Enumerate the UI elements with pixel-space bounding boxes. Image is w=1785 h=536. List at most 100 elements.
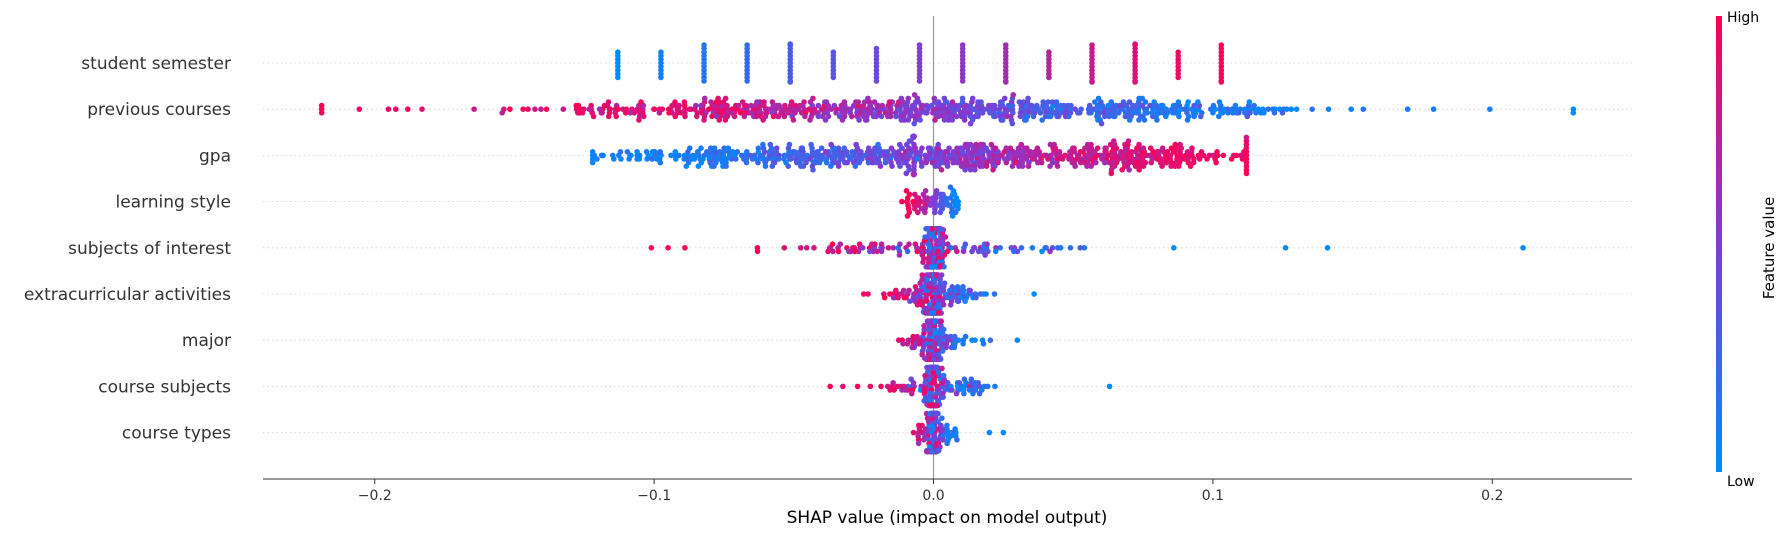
shap-point xyxy=(1107,141,1114,148)
shap-point xyxy=(961,390,967,397)
shap-point xyxy=(975,248,982,255)
shap-point xyxy=(933,188,940,194)
shap-point xyxy=(884,113,891,120)
shap-point xyxy=(1128,113,1134,120)
shap-point xyxy=(967,141,974,148)
shap-point xyxy=(909,102,916,109)
shap-point xyxy=(959,42,966,48)
shap-point xyxy=(919,422,925,429)
shap-point xyxy=(732,156,739,162)
shap-point xyxy=(877,163,884,169)
shap-point xyxy=(1251,102,1257,109)
shap-point xyxy=(1246,99,1253,105)
x-tick-label: 0.2 xyxy=(1481,488,1503,504)
shap-point xyxy=(1176,113,1182,120)
shap-point xyxy=(911,120,918,127)
shap-point xyxy=(1164,149,1171,155)
shap-point xyxy=(605,113,612,120)
shap-point xyxy=(1106,383,1113,390)
shap-point xyxy=(830,49,837,55)
shap-point xyxy=(786,141,793,148)
shap-point xyxy=(904,213,911,219)
shap-point xyxy=(590,113,597,120)
shap-point xyxy=(944,248,951,255)
shap-point xyxy=(918,163,925,169)
shap-point xyxy=(929,110,936,116)
shap-point xyxy=(952,209,959,216)
shap-point xyxy=(920,102,926,109)
shap-point xyxy=(810,95,816,102)
shap-point xyxy=(1094,145,1101,151)
shap-point xyxy=(1218,79,1225,85)
shap-point xyxy=(941,280,948,287)
shap-point xyxy=(1025,95,1031,102)
shap-point xyxy=(1037,110,1044,116)
shap-point xyxy=(929,448,936,455)
shap-point xyxy=(815,102,822,109)
shap-point xyxy=(1324,245,1331,251)
shap-point xyxy=(708,99,714,105)
shap-point xyxy=(1004,113,1010,120)
shap-point xyxy=(1213,159,1219,166)
shap-point xyxy=(901,294,908,301)
shap-point xyxy=(525,106,531,112)
shap-point xyxy=(858,149,864,155)
shap-point xyxy=(1279,110,1286,116)
shap-point xyxy=(935,419,941,425)
shap-point xyxy=(962,167,968,173)
shap-point xyxy=(885,245,892,251)
shap-point xyxy=(878,241,885,247)
shap-point xyxy=(967,167,974,173)
shap-point xyxy=(991,291,998,297)
shap-point xyxy=(1232,102,1239,109)
shap-point xyxy=(970,390,976,397)
shap-point xyxy=(865,95,871,102)
shap-point xyxy=(1243,170,1250,177)
shap-point xyxy=(704,149,710,155)
shap-point xyxy=(611,156,617,162)
shap-point xyxy=(1084,163,1090,169)
shap-point xyxy=(799,145,806,151)
shap-point xyxy=(897,241,903,247)
shap-point xyxy=(941,95,948,102)
shap-point xyxy=(1238,152,1244,159)
shap-point xyxy=(676,102,682,109)
shap-point xyxy=(986,102,992,109)
shap-point xyxy=(1214,149,1220,155)
shap-point xyxy=(1168,163,1174,169)
shap-point xyxy=(823,99,830,105)
shap-point xyxy=(1253,110,1259,116)
shap-point xyxy=(707,145,714,151)
shap-point xyxy=(1187,163,1194,169)
shap-point xyxy=(914,248,921,255)
shap-point xyxy=(962,141,969,148)
shap-point xyxy=(1106,113,1112,120)
shap-point xyxy=(872,145,878,151)
shap-point xyxy=(909,344,915,351)
shap-point xyxy=(532,106,538,112)
shap-point xyxy=(1247,110,1253,116)
shap-point xyxy=(811,245,817,251)
shap-point xyxy=(1144,110,1150,116)
shap-point xyxy=(894,383,901,390)
shap-point xyxy=(471,106,477,112)
shap-point xyxy=(1404,106,1411,112)
shap-point xyxy=(618,156,624,162)
shap-point xyxy=(923,159,929,166)
shap-point xyxy=(576,110,583,116)
colorbar-low-label: Low xyxy=(1727,474,1755,490)
feature-label: gpa xyxy=(199,146,231,166)
shap-point xyxy=(960,341,966,347)
shap-point xyxy=(638,99,644,105)
shap-point xyxy=(806,106,813,112)
shap-point xyxy=(1069,159,1076,166)
shap-point xyxy=(890,245,897,251)
shap-point xyxy=(1002,156,1008,162)
shap-point xyxy=(962,298,968,305)
shap-point xyxy=(1077,245,1084,251)
shap-point xyxy=(743,102,749,109)
shap-point xyxy=(1016,99,1023,105)
shap-point xyxy=(721,145,727,151)
shap-point xyxy=(499,110,505,116)
shap-point xyxy=(1196,156,1203,162)
